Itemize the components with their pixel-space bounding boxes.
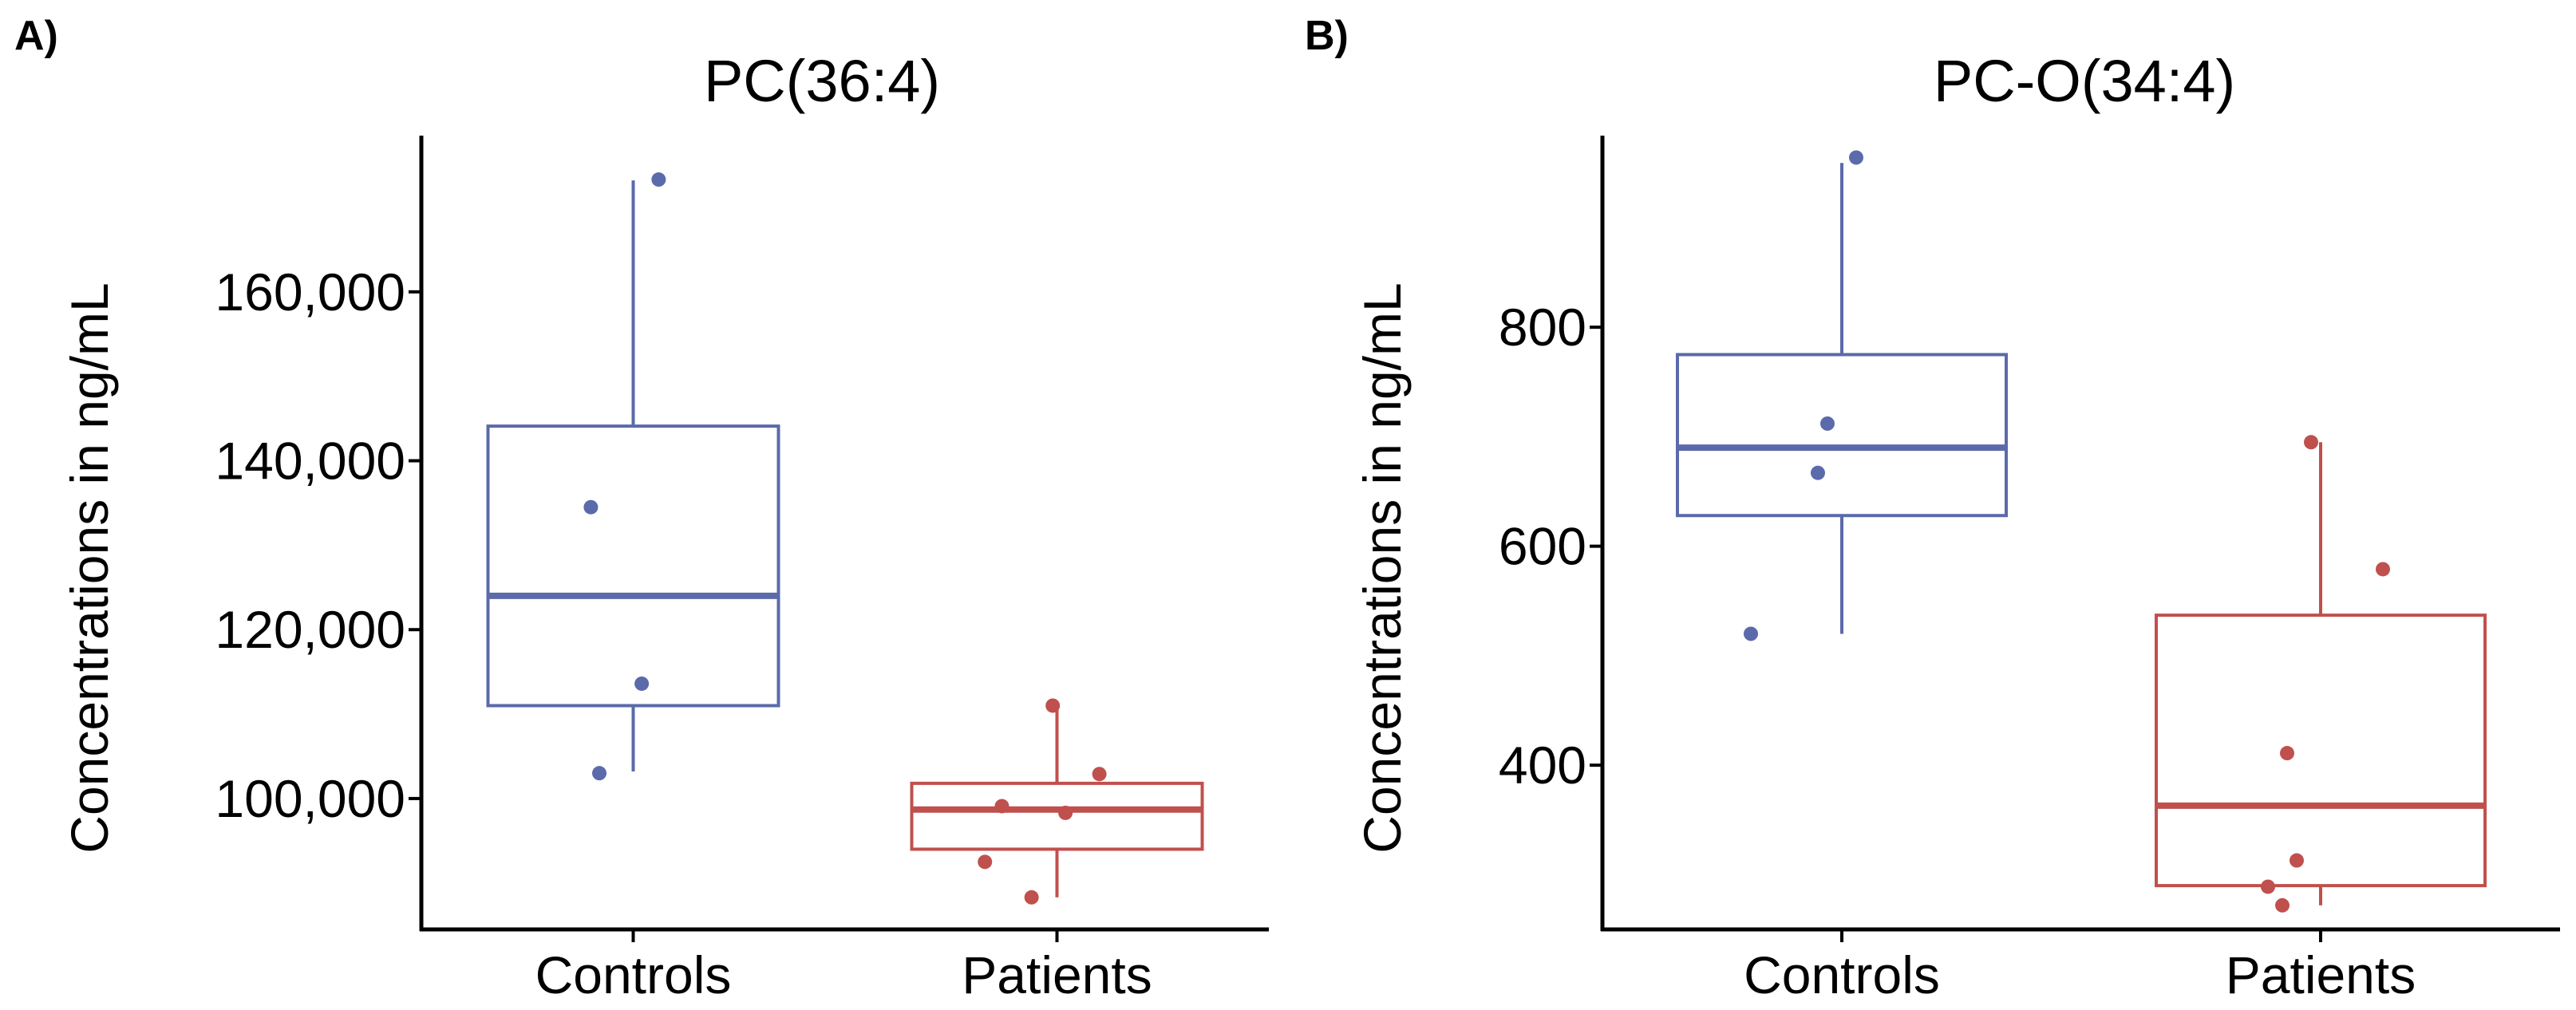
- panel-label-b: B): [1305, 13, 1349, 59]
- x-tick-label: Patients: [962, 945, 1152, 1004]
- box-group-controls: [486, 172, 780, 781]
- panel-b: B) PC-O(34:4) Concentrations in ng/mL 40…: [1305, 13, 2560, 1004]
- box: [486, 424, 780, 708]
- plot-area-b: 400 600 800 Controls Patients: [1499, 136, 2560, 1004]
- data-point: [2275, 898, 2290, 913]
- chart-title-b: PC-O(34:4): [1934, 48, 2235, 114]
- box: [2155, 613, 2487, 888]
- data-point: [994, 799, 1009, 814]
- data-point: [1744, 626, 1758, 641]
- data-point: [1849, 150, 1863, 165]
- data-point: [2290, 853, 2304, 868]
- data-point: [651, 172, 666, 187]
- data-point: [592, 766, 607, 781]
- data-point: [2304, 435, 2318, 450]
- y-axis-label-a: Concentrations in ng/mL: [60, 282, 119, 853]
- box-group-patients: [2155, 435, 2487, 913]
- box: [1676, 353, 2008, 518]
- data-point: [978, 854, 993, 870]
- data-point: [634, 676, 650, 691]
- data-point: [1024, 890, 1039, 905]
- box-group-patients: [910, 698, 1204, 905]
- data-point: [2376, 562, 2390, 577]
- y-tick-label: 160,000: [215, 262, 405, 322]
- y-tick-label: 100,000: [215, 769, 405, 828]
- data-point: [1811, 465, 1825, 480]
- data-point: [2261, 879, 2275, 894]
- data-point: [583, 499, 599, 515]
- x-tick-label: Controls: [535, 945, 732, 1004]
- y-tick-label: 120,000: [215, 600, 405, 659]
- y-tick-label: 400: [1499, 736, 1586, 795]
- data-point: [1058, 805, 1073, 820]
- y-tick-label: 600: [1499, 517, 1586, 576]
- data-point: [1045, 698, 1061, 713]
- box: [910, 781, 1204, 851]
- data-point: [2280, 746, 2294, 761]
- panel-a: A) PC(36:4) Concentrations in ng/mL 100,…: [14, 13, 1269, 1004]
- chart-title-a: PC(36:4): [704, 48, 940, 114]
- panel-label-a: A): [14, 13, 58, 59]
- data-point: [1092, 767, 1107, 782]
- data-point: [1820, 416, 1835, 431]
- y-axis-label-b: Concentrations in ng/mL: [1353, 282, 1412, 853]
- y-tick-label: 140,000: [215, 432, 405, 491]
- plot-area-a: 100,000 120,000 140,000 160,000 Controls Pati…: [215, 136, 1269, 1004]
- box-group-controls: [1676, 150, 2008, 641]
- x-tick-label: Patients: [2226, 945, 2416, 1004]
- y-tick-label: 800: [1499, 298, 1586, 357]
- x-tick-label: Controls: [1744, 945, 1940, 1004]
